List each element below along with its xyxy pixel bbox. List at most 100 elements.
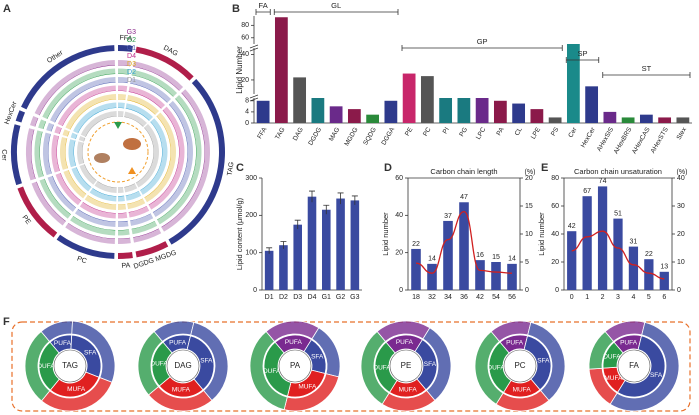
sector-band bbox=[56, 234, 115, 259]
panel-f-frame bbox=[11, 321, 691, 412]
bar bbox=[658, 117, 672, 123]
bar bbox=[279, 245, 288, 290]
ring-band bbox=[30, 116, 38, 127]
ring-base bbox=[125, 190, 139, 196]
orange-arrow bbox=[128, 167, 136, 174]
value-label: 47 bbox=[460, 194, 468, 201]
donut-hole bbox=[53, 349, 87, 383]
group-label: DUFA bbox=[263, 368, 281, 375]
bar bbox=[493, 100, 507, 123]
ring-base bbox=[131, 220, 155, 230]
ring-band bbox=[31, 181, 66, 226]
y2-tick-label: 0 bbox=[525, 287, 529, 294]
ring-base bbox=[118, 229, 129, 231]
bar bbox=[491, 262, 501, 290]
y2-tick-label: 0 bbox=[677, 287, 681, 294]
ring-band bbox=[79, 164, 97, 185]
y-tick-label: 4 bbox=[245, 109, 249, 116]
bar bbox=[256, 100, 270, 123]
ring-base bbox=[118, 116, 124, 117]
x-tick-label: 36 bbox=[460, 294, 468, 301]
ring-band bbox=[43, 132, 52, 176]
y-tick-label: 20 bbox=[241, 77, 249, 84]
ring-band bbox=[130, 78, 172, 103]
bar bbox=[322, 209, 331, 290]
ring-base bbox=[118, 73, 129, 75]
ring-base bbox=[42, 121, 47, 130]
sector-band bbox=[135, 46, 194, 81]
donut-hole bbox=[166, 349, 200, 383]
panel-label: D bbox=[384, 162, 392, 174]
ring-band bbox=[76, 141, 84, 165]
y-tick-label: 40 bbox=[551, 231, 559, 238]
x-tick-label: G3 bbox=[350, 294, 359, 301]
bar bbox=[621, 117, 635, 123]
ring-band bbox=[128, 86, 166, 109]
group-label: PUFA bbox=[54, 340, 72, 347]
sector-band bbox=[15, 110, 26, 123]
ring-base bbox=[118, 90, 127, 92]
group-label: ST bbox=[642, 64, 652, 73]
ring-band bbox=[140, 118, 168, 195]
bar bbox=[475, 260, 485, 290]
x-tick-label: 4 bbox=[631, 294, 635, 301]
donut-hole bbox=[278, 349, 312, 383]
x-tick-label: AHexSTS bbox=[650, 126, 671, 155]
y-tick-label: 100 bbox=[245, 250, 257, 257]
ring-band bbox=[153, 100, 193, 217]
bar bbox=[507, 263, 517, 290]
bar bbox=[329, 106, 343, 123]
group-label: PUFA bbox=[396, 339, 414, 346]
ring-base bbox=[135, 127, 154, 184]
ring-band bbox=[26, 128, 36, 181]
ring-band bbox=[133, 61, 184, 91]
bar bbox=[293, 77, 307, 123]
donut-inner bbox=[263, 341, 292, 397]
ring-band bbox=[54, 126, 62, 135]
ring-band bbox=[47, 175, 76, 212]
y-tick-label: 60 bbox=[241, 35, 249, 42]
x-tick-label: DGDG bbox=[307, 126, 323, 146]
sector-band bbox=[168, 79, 225, 245]
group-label: MUFA bbox=[67, 386, 86, 393]
sector-label: PC bbox=[76, 256, 87, 266]
ring-band bbox=[124, 183, 138, 193]
ring-base bbox=[152, 104, 188, 213]
y2-axis-label: (%) bbox=[525, 169, 536, 176]
sector-band bbox=[21, 45, 115, 110]
group-label: FA bbox=[259, 1, 268, 10]
y2-tick-label: 40 bbox=[677, 175, 685, 182]
x-tick-label: HexCer bbox=[580, 126, 597, 149]
bar bbox=[628, 246, 639, 290]
ring-band bbox=[127, 94, 160, 115]
group-label: PUFA bbox=[285, 339, 303, 346]
x-tick-label: 5 bbox=[647, 294, 651, 301]
ring-base bbox=[118, 237, 131, 239]
value-label: 22 bbox=[645, 251, 653, 258]
ring-band bbox=[51, 134, 60, 173]
x-tick-label: 18 bbox=[412, 294, 420, 301]
ring-base bbox=[73, 140, 77, 166]
value-label: 22 bbox=[412, 241, 420, 248]
y2-tick-label: 15 bbox=[525, 203, 533, 210]
group-label: SFA bbox=[650, 372, 663, 379]
group-label: MUFA bbox=[513, 387, 532, 394]
ring-base bbox=[118, 212, 127, 214]
ring-band bbox=[127, 198, 146, 210]
ring-band bbox=[94, 181, 117, 193]
chart-title: Carbon chain length bbox=[430, 167, 497, 176]
bar bbox=[264, 250, 274, 290]
ring-band bbox=[118, 94, 127, 100]
sector-label: HexCer bbox=[4, 100, 19, 125]
bar bbox=[582, 196, 592, 290]
donut-inner bbox=[38, 341, 60, 391]
x-tick-label: 3 bbox=[616, 294, 620, 301]
ring-label: G2 bbox=[127, 37, 136, 44]
ring-band bbox=[34, 60, 115, 116]
sector-band bbox=[118, 45, 133, 52]
bar bbox=[613, 218, 623, 290]
ring-band bbox=[118, 212, 128, 219]
x-tick-label: MGDG bbox=[343, 126, 359, 147]
donut-hole bbox=[389, 349, 423, 383]
ring-band bbox=[118, 102, 125, 108]
